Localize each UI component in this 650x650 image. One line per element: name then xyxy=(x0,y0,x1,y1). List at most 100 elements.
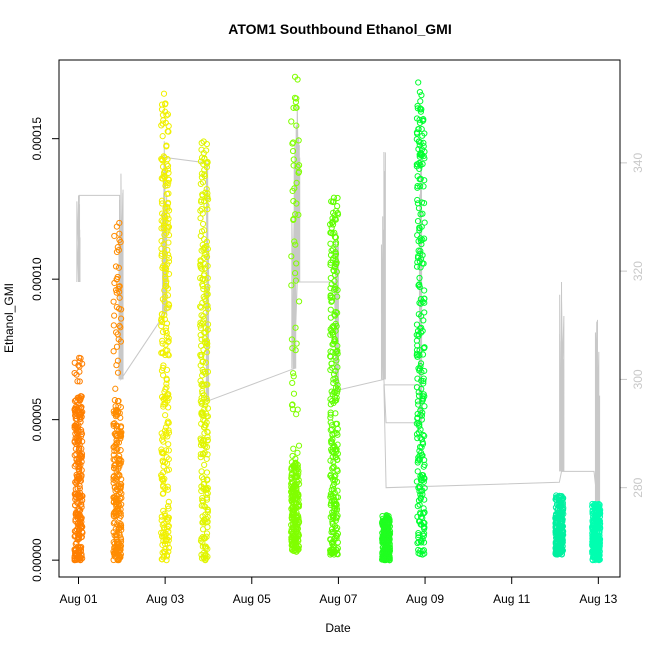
x-axis-label: Date xyxy=(325,621,351,635)
data-point xyxy=(558,541,565,548)
data-point xyxy=(294,491,301,498)
data-point xyxy=(418,377,425,384)
data-point xyxy=(589,541,596,548)
series-cluster-5 xyxy=(288,73,303,555)
data-point xyxy=(163,333,170,340)
data-point xyxy=(197,262,204,269)
data-point xyxy=(161,524,168,531)
y-tick-label: 0.00010 xyxy=(30,257,44,301)
data-point xyxy=(164,503,172,510)
data-point xyxy=(332,327,339,334)
data-point xyxy=(420,547,427,554)
data-point xyxy=(595,519,602,527)
data-point xyxy=(110,476,117,483)
data-point xyxy=(295,169,302,176)
data-point xyxy=(292,104,300,111)
data-point xyxy=(110,444,117,451)
data-point xyxy=(593,528,600,536)
data-point xyxy=(328,546,336,553)
data-point xyxy=(201,430,208,437)
data-point xyxy=(115,402,122,409)
data-point xyxy=(72,397,80,404)
data-point xyxy=(291,94,299,101)
data-point xyxy=(288,459,295,466)
x-tick-label: Aug 03 xyxy=(146,592,184,606)
data-point xyxy=(292,496,299,503)
data-point xyxy=(197,377,204,384)
data-point xyxy=(292,542,299,549)
data-point xyxy=(291,185,298,192)
data-point xyxy=(162,205,169,212)
data-point xyxy=(560,528,567,535)
data-point xyxy=(289,345,296,352)
data-point xyxy=(413,321,421,328)
data-point xyxy=(160,224,167,231)
data-point xyxy=(203,419,210,426)
data-point xyxy=(328,422,336,429)
data-point xyxy=(415,429,422,436)
data-point xyxy=(162,264,169,271)
data-point xyxy=(556,522,564,530)
data-point xyxy=(595,522,602,530)
data-point xyxy=(165,176,172,183)
data-point xyxy=(114,369,122,376)
data-point xyxy=(328,327,335,334)
data-point xyxy=(163,375,170,382)
data-point xyxy=(164,111,172,118)
data-point xyxy=(198,170,205,177)
data-point xyxy=(199,494,206,502)
data-point xyxy=(589,517,596,524)
data-point xyxy=(421,287,428,294)
data-point xyxy=(589,500,596,508)
data-point xyxy=(203,164,211,171)
data-point xyxy=(198,198,205,205)
data-point xyxy=(413,337,420,344)
data-point xyxy=(330,198,337,205)
data-point xyxy=(291,238,298,245)
data-point xyxy=(198,535,205,542)
data-point xyxy=(77,405,84,412)
data-point xyxy=(110,348,117,355)
data-point xyxy=(161,173,168,180)
data-point xyxy=(595,507,603,515)
data-point xyxy=(332,252,339,259)
data-point xyxy=(198,247,205,254)
data-point xyxy=(559,506,567,513)
data-point xyxy=(111,397,118,404)
data-point xyxy=(110,520,117,527)
data-point xyxy=(421,177,428,184)
data-point xyxy=(71,405,79,412)
data-point xyxy=(415,550,422,557)
data-point xyxy=(116,502,123,510)
data-point xyxy=(329,431,336,438)
data-point xyxy=(379,513,386,520)
data-point xyxy=(417,521,424,528)
data-point xyxy=(293,179,300,187)
data-point xyxy=(288,282,295,289)
data-point xyxy=(116,529,123,536)
data-point xyxy=(198,320,205,327)
data-point xyxy=(552,523,559,530)
data-point xyxy=(114,521,121,528)
data-point xyxy=(204,283,211,290)
data-point xyxy=(419,395,427,402)
data-point xyxy=(203,397,211,405)
data-point xyxy=(290,534,298,541)
data-point xyxy=(293,485,300,493)
y2-tick-label: 340 xyxy=(631,153,645,173)
data-point xyxy=(289,147,297,155)
data-point xyxy=(158,472,165,479)
data-point xyxy=(329,209,337,216)
data-point xyxy=(333,394,340,402)
data-point xyxy=(421,309,428,316)
data-point xyxy=(159,157,166,164)
data-point xyxy=(113,362,120,369)
data-point xyxy=(555,500,562,507)
data-point xyxy=(197,258,204,265)
data-point xyxy=(201,436,208,444)
data-point xyxy=(113,503,120,510)
data-point xyxy=(159,337,166,344)
data-point xyxy=(334,209,341,217)
data-point xyxy=(295,468,302,475)
